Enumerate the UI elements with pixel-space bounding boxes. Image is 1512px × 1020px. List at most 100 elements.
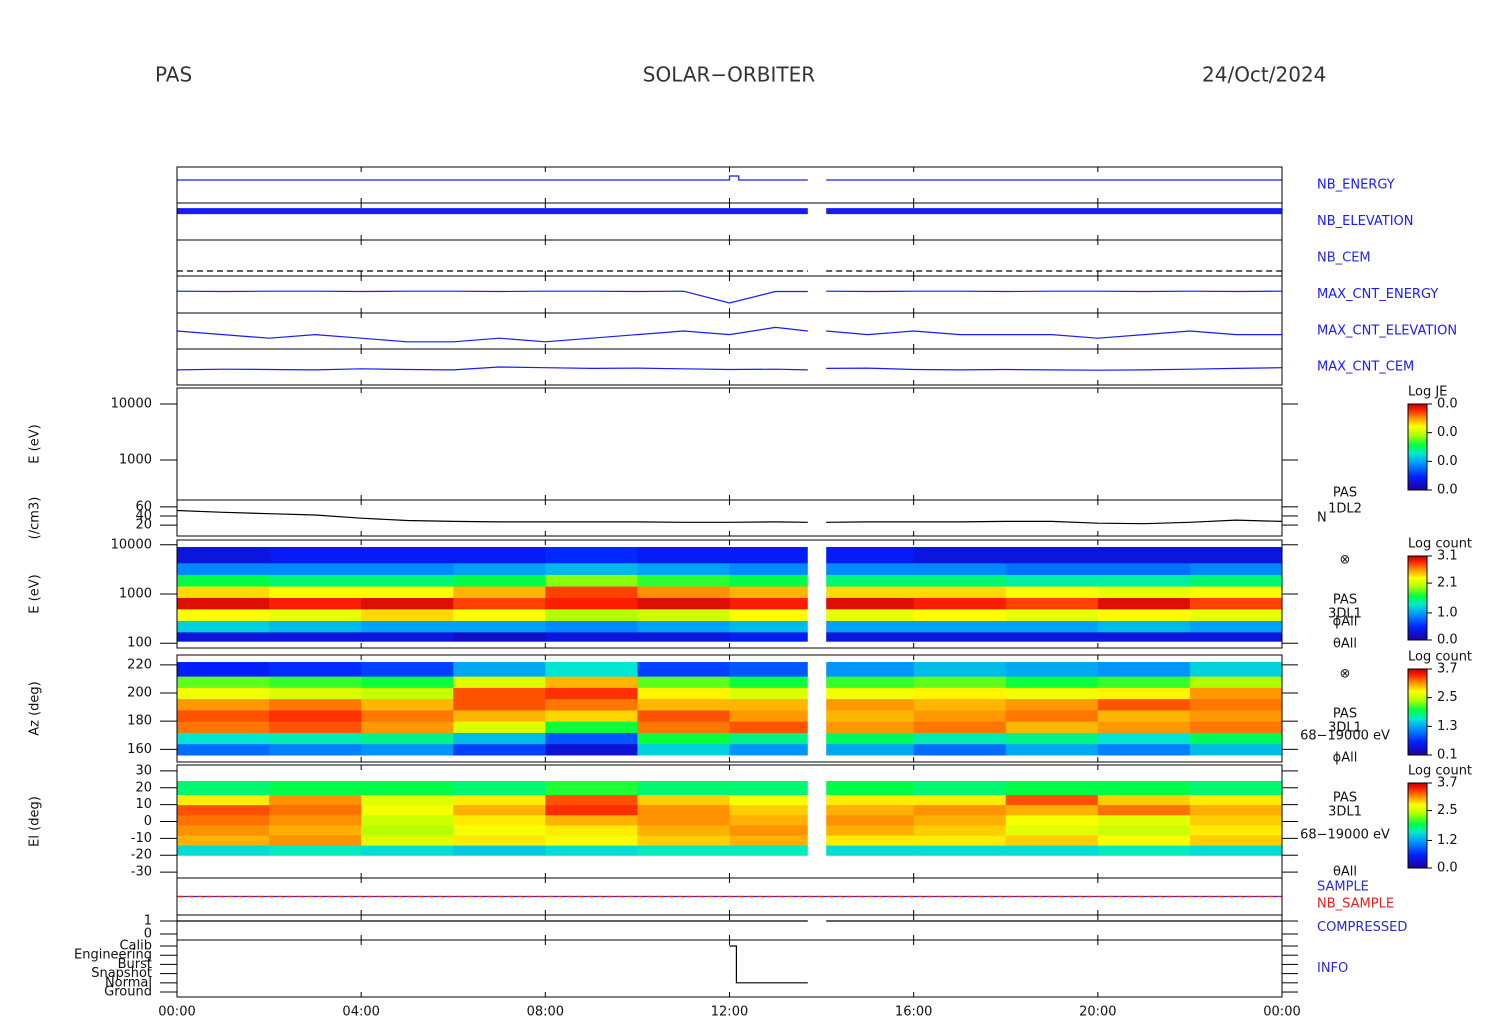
heat-cell (729, 743, 823, 756)
heat-cell (1005, 732, 1099, 745)
heat-cell (177, 845, 270, 856)
heat-cell (269, 804, 362, 816)
heat-cell (1189, 721, 1283, 733)
heat-cell (637, 562, 730, 575)
heat-cell (453, 804, 546, 816)
heat-cell (913, 662, 1007, 677)
data-gap (807, 541, 827, 647)
heat-cell (177, 586, 270, 598)
heat-cell (1189, 574, 1283, 587)
annotation: 3DL1 (1328, 607, 1362, 622)
heat-cell (821, 824, 915, 836)
colorbar-tick-label: 3.7 (1437, 776, 1458, 791)
heat-cell (637, 687, 730, 700)
heat-cell (637, 676, 730, 688)
heat-cell (453, 620, 546, 633)
annotation: PAS (1333, 486, 1357, 501)
heat-cell (177, 794, 270, 806)
heat-cell (1097, 698, 1191, 711)
heat-cell (453, 824, 546, 836)
heat-cell (269, 676, 362, 688)
series-label: MAX_CNT_ELEVATION (1317, 324, 1457, 339)
heat-cell (453, 781, 546, 796)
heat-cell (177, 676, 270, 688)
heat-cell (913, 547, 1007, 564)
heat-cell (1097, 709, 1191, 722)
annotation: ⊗ (1340, 553, 1351, 568)
y-tick-label: Calib (119, 938, 152, 953)
heat-cell (545, 574, 638, 587)
y-axis-label: E (eV) (28, 574, 43, 613)
colorbar-tick-label: 3.1 (1437, 549, 1458, 564)
heat-cell (177, 781, 270, 796)
heat-cell (729, 631, 823, 642)
heat-cell (821, 620, 915, 633)
heat-cell (361, 804, 454, 816)
heat-cell (177, 743, 270, 756)
heat-cell (177, 562, 270, 575)
heat-cell (729, 562, 823, 575)
heat-cell (821, 547, 915, 564)
heat-cell (177, 709, 270, 722)
heat-cell (729, 586, 823, 598)
heat-cell (637, 608, 730, 621)
heat-cell (637, 845, 730, 856)
heat-cell (361, 662, 454, 677)
heat-cell (821, 709, 915, 722)
heat-cell (913, 834, 1007, 846)
heat-cell (361, 574, 454, 587)
heat-cell (361, 781, 454, 796)
heat-cell (913, 845, 1007, 856)
heat-cell (177, 698, 270, 711)
y-tick-label: Normal (105, 975, 152, 990)
colorbar-tick-label: 2.5 (1437, 690, 1458, 705)
heat-cell (361, 794, 454, 806)
heat-cell (637, 804, 730, 816)
heat-cell (1189, 834, 1283, 846)
heat-cell (269, 794, 362, 806)
y-tick-label: -30 (131, 865, 152, 880)
heat-cell (1097, 814, 1191, 826)
series-line (177, 175, 1282, 181)
heat-cell (913, 743, 1007, 756)
heat-cell (1189, 586, 1283, 598)
heat-cell (269, 845, 362, 856)
series-line (176, 366, 1283, 371)
y-tick-label: 10000 (111, 537, 152, 552)
panel-frame (176, 348, 1283, 386)
heat-cell (361, 698, 454, 711)
heat-cell (913, 631, 1007, 642)
heat-cell (913, 781, 1007, 796)
panel-frame (176, 939, 1283, 998)
heat-cell (821, 732, 915, 745)
heat-cell (453, 547, 546, 564)
colorbar-tick-label: 3.7 (1437, 662, 1458, 677)
heat-cell (821, 608, 915, 621)
heat-cell (637, 794, 730, 806)
heat-cell (545, 698, 638, 711)
heat-cell (269, 781, 362, 796)
heat-cell (729, 709, 823, 722)
heat-cell (729, 834, 823, 846)
y-tick-label: 1000 (119, 452, 152, 467)
heat-cell (1097, 781, 1191, 796)
heat-cell (913, 709, 1007, 722)
heat-cell (1097, 631, 1191, 642)
heat-cell (453, 662, 546, 677)
colorbar-tick-label: 0.0 (1437, 397, 1458, 412)
series-line (176, 509, 1283, 525)
heat-cell (1005, 608, 1099, 621)
series-line (176, 290, 1283, 304)
series-label: COMPRESSED (1317, 920, 1407, 935)
heat-cell (1189, 698, 1283, 711)
heat-cell (637, 814, 730, 826)
annotation: 68−19000 eV (1300, 828, 1390, 843)
heat-cell (361, 620, 454, 633)
y-tick-label: 1000 (119, 587, 152, 602)
heat-cell (269, 562, 362, 575)
heat-cell (821, 814, 915, 826)
heat-cell (269, 687, 362, 700)
